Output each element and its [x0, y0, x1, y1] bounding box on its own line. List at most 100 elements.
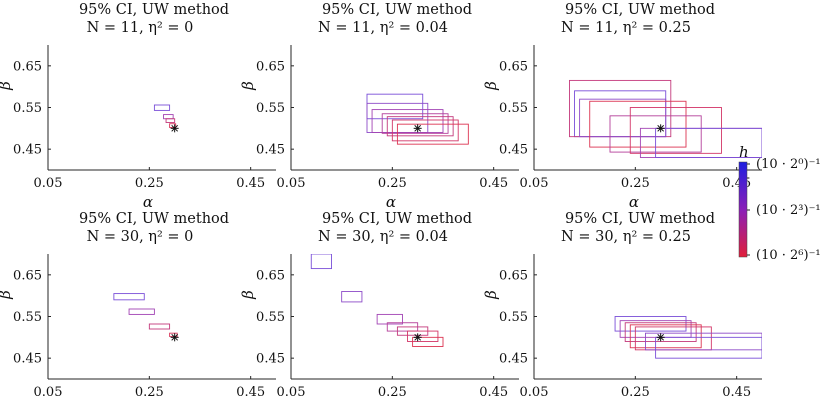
y-tick-label: 0.55 — [256, 101, 285, 116]
y-tick-label: 0.45 — [499, 143, 528, 158]
y-tick-label: 0.45 — [13, 143, 42, 158]
panel-title: 95% CI, UW method — [565, 211, 715, 227]
colorbar-label: h — [739, 143, 749, 161]
x-axis-label: α — [386, 402, 396, 408]
colorbar: h (10 · 2⁰)⁻¹ (10 · 2³)⁻¹ (10 · 2⁶)⁻¹ — [738, 143, 821, 263]
ci-rectangle — [165, 118, 176, 123]
ci-rects — [153, 104, 177, 128]
marker-stroke — [657, 124, 665, 132]
panel-title: 95% CI, UW method — [565, 2, 715, 18]
ci-rectangle — [128, 308, 155, 315]
true-value-marker — [170, 124, 179, 133]
ci-rectangle — [371, 109, 444, 133]
colorbar-tick-label: (10 · 2⁶)⁻¹ — [756, 248, 821, 263]
y-tick-label: 0.45 — [13, 352, 42, 367]
panels: 95% CI, UW method N = 11, η² = 0 0.05 0.25 0… — [0, 2, 762, 408]
y-tick-label: 0.55 — [499, 101, 528, 116]
chart-panel: 95% CI, UW method N = 11, η² = 0.25 0.05 0.… — [482, 2, 762, 211]
x-axis-label: α — [143, 193, 153, 211]
x-tick-label: 0.25 — [378, 385, 407, 400]
x-axis-label: α — [143, 402, 153, 408]
colorbar-tick-label: (10 · 2³)⁻¹ — [756, 203, 821, 218]
ci-rectangle — [366, 93, 424, 120]
ci-rectangle — [341, 291, 363, 303]
y-tick-label: 0.55 — [256, 310, 285, 325]
x-tick-label: 0.25 — [621, 385, 650, 400]
x-axis-label: α — [629, 193, 639, 211]
true-value-marker — [656, 124, 665, 133]
true-value-marker — [656, 333, 665, 342]
ci-rectangle — [407, 330, 439, 342]
y-tick-label: 0.65 — [13, 59, 42, 74]
ci-rectangle — [634, 326, 712, 351]
ci-rectangle — [614, 316, 687, 332]
chart-panel: 95% CI, UW method N = 30, η² = 0 0.05 0.25 0… — [0, 211, 276, 408]
y-tick-label: 0.45 — [499, 352, 528, 367]
ci-rectangle — [645, 332, 762, 351]
x-tick-label: 0.45 — [236, 385, 265, 400]
panel-title: 95% CI, UW method — [79, 211, 229, 227]
ci-rectangle — [629, 107, 722, 154]
y-tick-label: 0.55 — [499, 310, 528, 325]
marker-stroke — [657, 333, 665, 341]
x-axis-label: α — [629, 402, 639, 408]
y-tick-label: 0.45 — [256, 143, 285, 158]
y-tick-label: 0.65 — [256, 59, 285, 74]
ci-rectangle — [579, 98, 667, 138]
ci-rectangle — [153, 104, 171, 111]
ci-rectangle — [655, 336, 762, 359]
panel-subtitle: N = 11, η² = 0.04 — [318, 20, 448, 36]
ci-rects — [366, 93, 469, 145]
panel-subtitle: N = 30, η² = 0.04 — [318, 229, 448, 245]
ci-rectangle — [376, 313, 403, 325]
y-axis-label: β — [0, 290, 14, 300]
ci-rectangle — [169, 123, 177, 128]
x-tick-label: 0.05 — [277, 385, 306, 400]
x-tick-label: 0.05 — [34, 385, 63, 400]
y-tick-label: 0.55 — [13, 101, 42, 116]
ci-rects — [569, 79, 762, 158]
ci-rectangle — [655, 127, 762, 158]
ci-rectangle — [310, 254, 332, 270]
x-tick-label: 0.05 — [34, 176, 63, 191]
x-tick-label: 0.45 — [479, 385, 508, 400]
x-tick-label: 0.05 — [520, 385, 549, 400]
ci-rects — [113, 293, 178, 337]
x-tick-label: 0.45 — [479, 176, 508, 191]
x-tick-label: 0.25 — [135, 176, 164, 191]
y-axis-label: β — [239, 81, 257, 91]
panel-subtitle: N = 30, η² = 0.25 — [561, 229, 691, 245]
true-value-marker — [413, 124, 422, 133]
ci-rectangle — [163, 114, 174, 120]
ci-rectangle — [381, 113, 449, 134]
y-axis-label: β — [482, 81, 500, 91]
panel-subtitle: N = 11, η² = 0.25 — [561, 20, 691, 36]
panel-title: 95% CI, UW method — [322, 2, 472, 18]
x-tick-label: 0.45 — [722, 385, 751, 400]
marker-stroke — [414, 124, 422, 132]
marker-stroke — [171, 333, 179, 341]
y-axis-label: β — [239, 290, 257, 300]
ci-rectangle — [574, 90, 667, 138]
chart-panel: 95% CI, UW method N = 30, η² = 0.04 0.05 0.… — [239, 211, 519, 408]
colorbar-tick-label: (10 · 2⁰)⁻¹ — [756, 157, 821, 172]
panel-title: 95% CI, UW method — [322, 211, 472, 227]
ci-rectangle — [113, 293, 145, 301]
x-tick-label: 0.05 — [277, 176, 306, 191]
y-axis-label: β — [482, 290, 500, 300]
ci-rectangle — [148, 323, 171, 330]
true-value-marker — [170, 333, 179, 342]
ci-rectangle — [386, 116, 454, 137]
panel-title: 95% CI, UW method — [79, 2, 229, 18]
ci-rectangle — [412, 336, 444, 347]
panel-subtitle: N = 30, η² = 0 — [87, 229, 194, 245]
marker-stroke — [414, 333, 422, 341]
ci-rectangle — [624, 322, 697, 342]
ci-rectangle — [391, 119, 459, 142]
x-tick-label: 0.05 — [520, 176, 549, 191]
y-tick-label: 0.65 — [499, 268, 528, 283]
y-tick-label: 0.55 — [13, 310, 42, 325]
ci-rects — [310, 254, 444, 347]
true-value-marker — [413, 333, 422, 342]
